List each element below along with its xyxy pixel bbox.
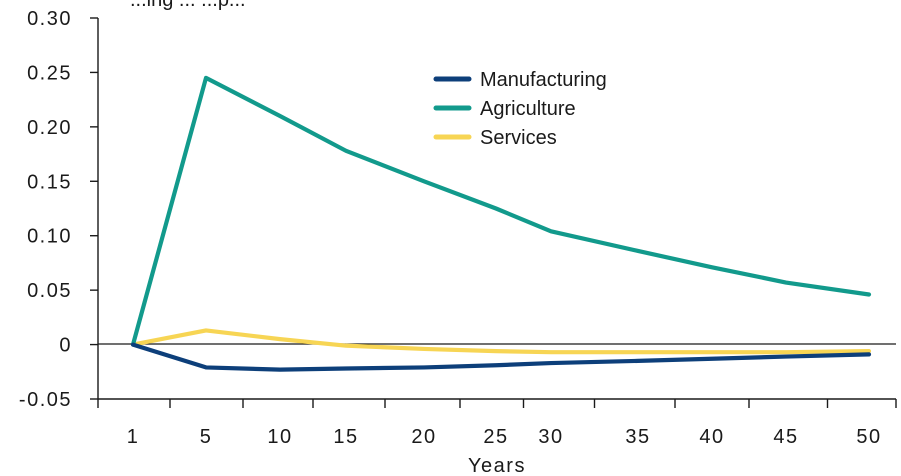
legend-label-agriculture: Agriculture [480,98,576,120]
series-lines-group [130,75,872,372]
x-tick-label: 35 [625,426,650,448]
y-tick-label: 0.25 [27,62,72,84]
legend: Manufacturing Agriculture Services [433,69,607,149]
series-line-services [130,328,872,355]
legend-label-services: Services [480,127,557,149]
x-tick-label: 10 [267,426,292,448]
y-tick-label: 0.10 [27,226,72,248]
y-tick-label: 0.20 [27,117,72,139]
y-tick-label: 0.15 [27,171,72,193]
y-ticks-group: -0.05 0 0.05 0.10 0.15 0.20 0.25 0.30 [19,8,98,411]
y-tick-label: 0.05 [27,280,72,302]
clipped-title-fragment: ...ing ... ...p... [130,0,246,11]
x-tick-label: 5 [200,426,213,448]
x-tick-label: 1 [127,426,140,448]
x-ticks-group: 1 5 10 15 20 25 30 35 40 45 50 [97,399,897,448]
x-tick-label: 30 [538,426,563,448]
legend-label-manufacturing: Manufacturing [480,69,607,91]
series-line-manufacturing [130,342,872,372]
series-line-agriculture [130,75,872,347]
y-tick-label: -0.05 [19,389,72,411]
x-tick-label: 45 [773,426,798,448]
x-tick-label: 40 [699,426,724,448]
x-tick-label: 25 [483,426,508,448]
x-axis-title: Years [468,455,526,476]
y-tick-label: 0 [59,335,72,357]
x-tick-label: 50 [856,426,881,448]
y-tick-label: 0.30 [27,8,72,30]
x-tick-label: 15 [333,426,358,448]
axes-group [97,18,896,400]
x-tick-label: 20 [411,426,436,448]
